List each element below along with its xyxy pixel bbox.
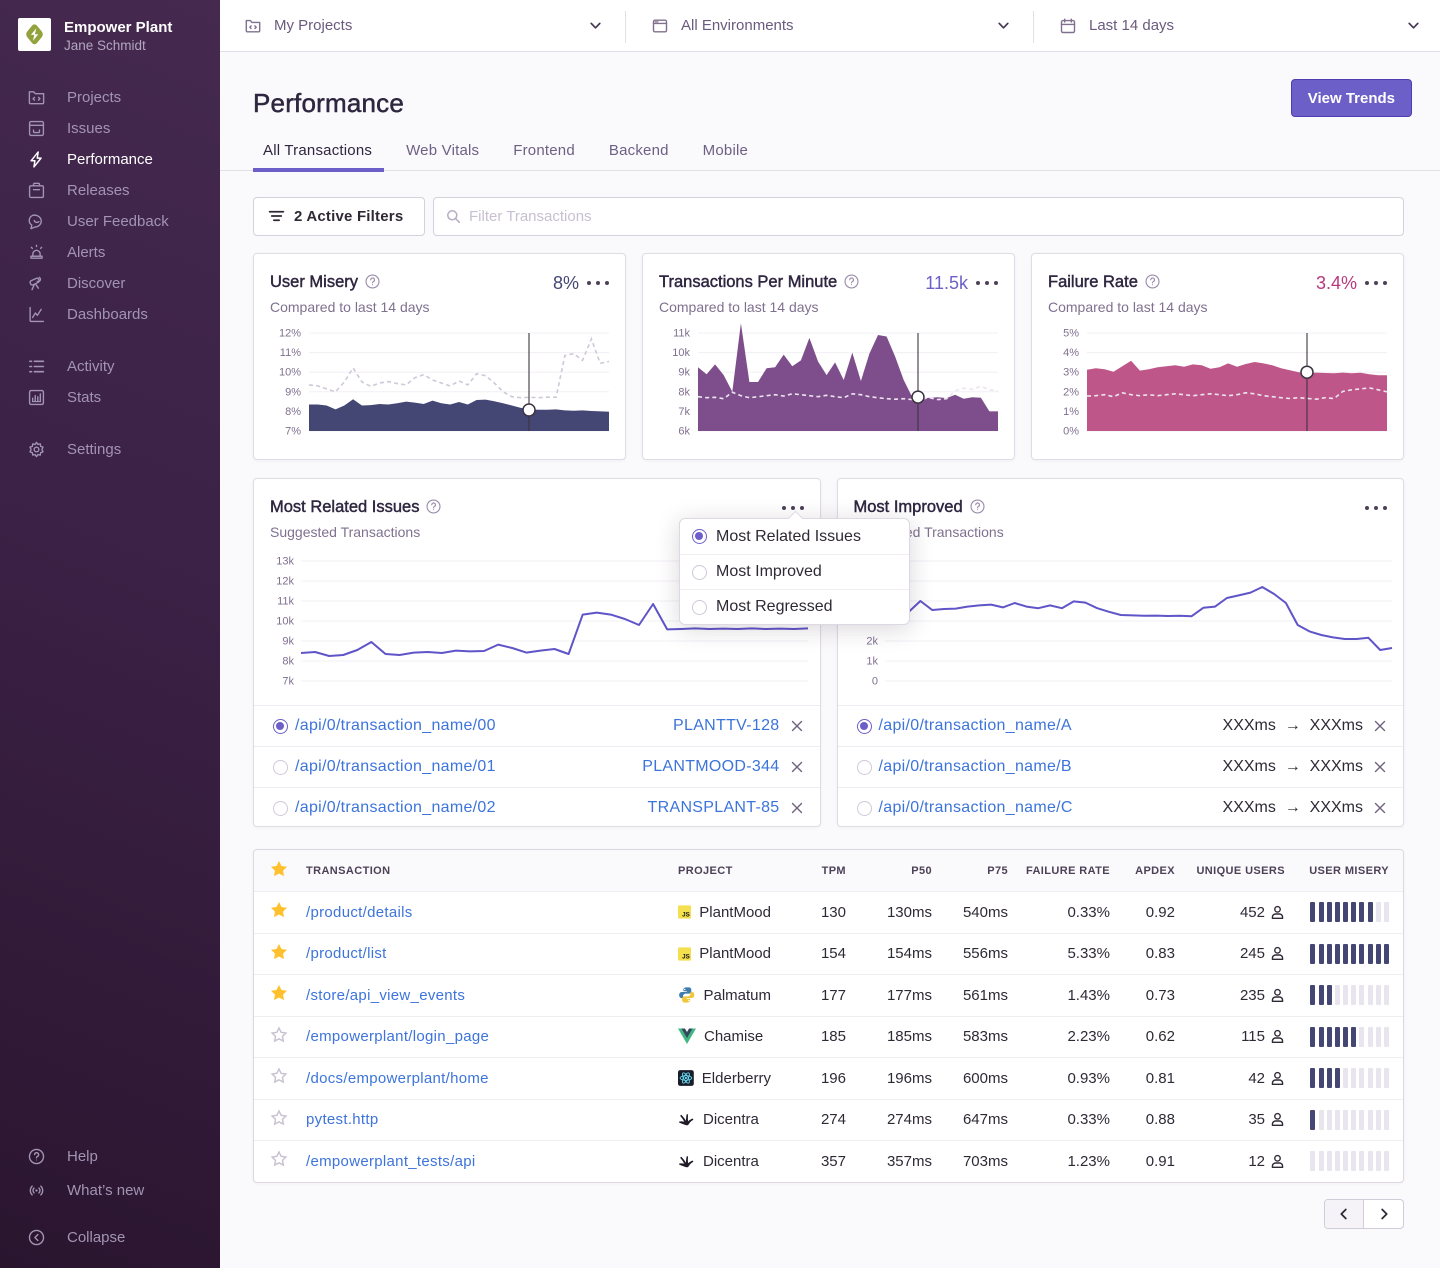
svg-text:9k: 9k bbox=[282, 636, 294, 648]
svg-text:11k: 11k bbox=[277, 596, 294, 608]
svg-text:7k: 7k bbox=[678, 406, 690, 418]
svg-text:7k: 7k bbox=[282, 676, 294, 688]
svg-text:1%: 1% bbox=[1063, 406, 1079, 418]
svg-text:8k: 8k bbox=[282, 656, 294, 668]
svg-text:13k: 13k bbox=[276, 556, 294, 568]
svg-text:6k: 6k bbox=[678, 426, 690, 438]
svg-text:5%: 5% bbox=[1063, 328, 1079, 340]
svg-text:9k: 9k bbox=[678, 367, 690, 379]
svg-text:0%: 0% bbox=[1063, 426, 1079, 438]
svg-text:7%: 7% bbox=[285, 426, 301, 438]
svg-text:4%: 4% bbox=[1063, 347, 1079, 359]
svg-text:9%: 9% bbox=[285, 386, 301, 398]
svg-text:1k: 1k bbox=[866, 656, 878, 668]
svg-text:10k: 10k bbox=[672, 347, 690, 359]
svg-text:10k: 10k bbox=[276, 616, 294, 628]
svg-text:12k: 12k bbox=[276, 576, 294, 588]
svg-text:11k: 11k bbox=[673, 328, 690, 340]
svg-text:0: 0 bbox=[871, 676, 877, 688]
svg-text:3%: 3% bbox=[1063, 367, 1079, 379]
svg-text:JS: JS bbox=[682, 953, 690, 960]
svg-text:8k: 8k bbox=[678, 386, 690, 398]
svg-text:2k: 2k bbox=[866, 636, 878, 648]
svg-text:11%: 11% bbox=[280, 347, 301, 359]
svg-text:JS: JS bbox=[682, 912, 690, 919]
svg-text:2%: 2% bbox=[1063, 386, 1079, 398]
svg-text:8%: 8% bbox=[285, 406, 301, 418]
svg-text:10%: 10% bbox=[279, 367, 301, 379]
svg-text:12%: 12% bbox=[279, 328, 301, 340]
